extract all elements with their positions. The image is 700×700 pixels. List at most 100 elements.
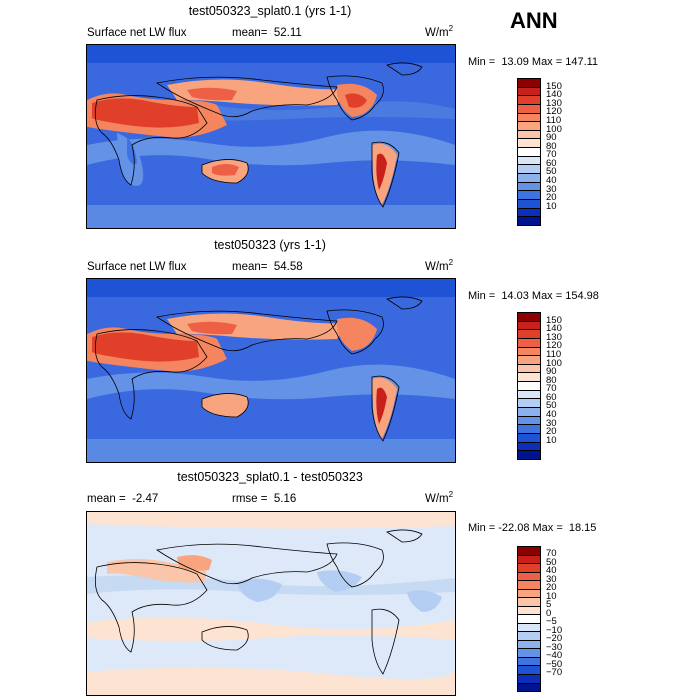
colorbar-swatch (518, 364, 540, 374)
colorbar-tick-label: 70 (546, 149, 557, 161)
panel3-rmse-label: rmse = 5.16 (232, 493, 297, 505)
panel2-units: W/m2 (425, 258, 454, 273)
colorbar-tick-label: 90 (546, 366, 557, 378)
colorbar-swatch (518, 122, 540, 131)
colorbar-tick-label: 10 (546, 434, 557, 446)
colorbar-swatch (518, 606, 540, 616)
colorbar-tick-label: 100 (546, 123, 562, 135)
colorbar-swatch (518, 589, 540, 599)
colorbar-tick-label: −30 (546, 641, 563, 653)
panel1-colorbar-labels: 150 140 130 120 110 100 90 80 70 60 50 40 30 20 10 (546, 78, 586, 224)
colorbar-swatch (518, 598, 540, 607)
panel2-map (86, 278, 456, 463)
panel1-colorbar (517, 78, 541, 226)
colorbar-swatch (518, 96, 540, 105)
colorbar-swatch (518, 581, 540, 590)
colorbar-tick-label: 60 (546, 391, 557, 403)
colorbar-tick-label: 90 (546, 132, 557, 144)
colorbar-tick-label: 40 (546, 409, 557, 421)
colorbar-swatch (518, 416, 540, 426)
colorbar-swatch (518, 347, 540, 357)
colorbar-swatch (518, 632, 540, 641)
colorbar-swatch (518, 79, 540, 88)
colorbar-tick-label: −20 (546, 633, 563, 645)
colorbar-swatch (518, 156, 540, 166)
colorbar-tick-label: −70 (546, 667, 563, 679)
colorbar-swatch (518, 649, 540, 658)
colorbar-tick-label: 20 (546, 582, 557, 594)
colorbar-tick-label: 30 (546, 573, 557, 585)
colorbar-tick-label: 130 (546, 97, 562, 109)
colorbar-tick-label: 40 (546, 175, 557, 187)
panel2-minmax: Min = 14.03 Max = 154.98 (468, 290, 599, 302)
colorbar-swatch (518, 572, 540, 582)
panel3-map (86, 511, 456, 696)
colorbar-tick-label: 120 (546, 340, 562, 352)
colorbar-swatch (518, 191, 540, 200)
colorbar-tick-label: 10 (546, 590, 557, 602)
colorbar-tick-label: 30 (546, 417, 557, 429)
colorbar-tick-label: 150 (546, 314, 562, 326)
colorbar-tick-label: 50 (546, 166, 557, 178)
colorbar-tick-label: 50 (546, 556, 557, 568)
colorbar-swatch (518, 547, 540, 556)
colorbar-swatch (518, 87, 540, 97)
colorbar-tick-label: 110 (546, 348, 562, 360)
colorbar-swatch (518, 356, 540, 365)
colorbar-tick-label: 140 (546, 323, 562, 335)
colorbar-tick-label: 70 (546, 383, 557, 395)
colorbar-tick-label: 40 (546, 565, 557, 577)
colorbar-tick-label: 100 (546, 357, 562, 369)
colorbar-tick-label: 80 (546, 374, 557, 386)
colorbar-swatch (518, 564, 540, 573)
colorbar-swatch (518, 321, 540, 331)
colorbar-swatch (518, 182, 540, 192)
panel1-variable-label: Surface net LW flux (87, 27, 187, 39)
colorbar-swatch (518, 104, 540, 114)
colorbar-tick-label: 70 (546, 548, 557, 560)
colorbar-swatch (518, 338, 540, 348)
panel3-minmax: Min = -22.08 Max = 18.15 (468, 522, 597, 534)
colorbar-swatch (518, 174, 540, 183)
colorbar-swatch (518, 148, 540, 157)
colorbar-swatch (518, 199, 540, 209)
colorbar-swatch (518, 555, 540, 565)
colorbar-tick-label: −10 (546, 624, 563, 636)
colorbar-swatch (518, 139, 540, 149)
panel1-map (86, 44, 456, 229)
colorbar-tick-label: 20 (546, 426, 557, 438)
panel1-mean-label: mean= 52.11 (232, 27, 302, 39)
colorbar-swatch (518, 130, 540, 140)
colorbar-swatch (518, 113, 540, 123)
colorbar-tick-label: −40 (546, 650, 563, 662)
panel3-colorbar-labels: 70 50 40 30 20 10 5 0 −5 −10 −20 −30 −40 −50 −70 (546, 546, 586, 690)
colorbar-swatch (518, 615, 540, 624)
colorbar-tick-label: 5 (546, 599, 552, 611)
panel3-mean-label: mean = -2.47 (87, 493, 159, 505)
colorbar-swatch (518, 217, 540, 225)
panel2-mean-label: mean= 54.58 (232, 261, 303, 273)
panel2-colorbar-labels: 150 140 130 120 110 100 90 80 70 60 50 40 30 20 10 (546, 312, 586, 458)
colorbar-swatch (518, 623, 540, 633)
colorbar-tick-label: 110 (546, 114, 562, 126)
colorbar-swatch (518, 408, 540, 417)
colorbar-tick-label: 130 (546, 331, 562, 343)
colorbar-tick-label: 20 (546, 192, 557, 204)
colorbar-swatch (518, 433, 540, 443)
colorbar-tick-label: 120 (546, 106, 562, 118)
panel1-units: W/m2 (425, 24, 454, 39)
colorbar-tick-label: 60 (546, 157, 557, 169)
colorbar-tick-label: −50 (546, 658, 563, 670)
colorbar-swatch (518, 208, 540, 218)
colorbar-tick-label: 50 (546, 400, 557, 412)
colorbar-swatch (518, 390, 540, 400)
colorbar-tick-label: −5 (546, 616, 557, 628)
season-label: ANN (510, 8, 558, 33)
colorbar-tick-label: 140 (546, 89, 562, 101)
colorbar-swatch (518, 451, 540, 459)
colorbar-tick-label: 150 (546, 80, 562, 92)
panel2-colorbar (517, 312, 541, 460)
colorbar-swatch (518, 330, 540, 339)
colorbar-tick-label: 0 (546, 607, 552, 619)
panel2-variable-label: Surface net LW flux (87, 261, 187, 273)
